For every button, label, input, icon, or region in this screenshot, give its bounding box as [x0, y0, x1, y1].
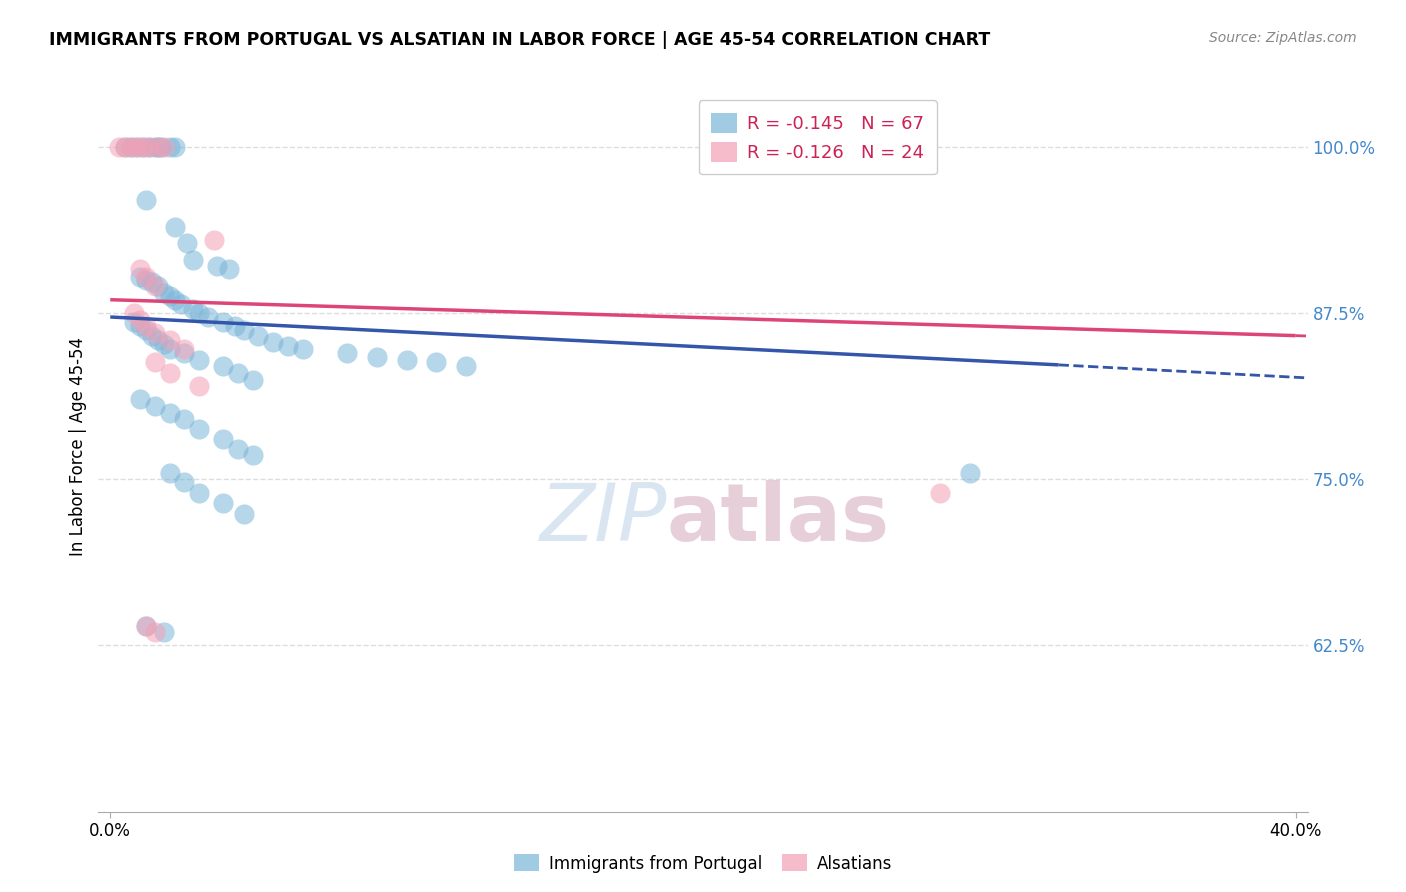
Point [159, 140, 181, 154]
Point [135, 319, 157, 334]
Text: IMMIGRANTS FROM PORTUGAL VS ALSATIAN IN LABOR FORCE | AGE 45-54 CORRELATION CHAR: IMMIGRANTS FROM PORTUGAL VS ALSATIAN IN … [49, 31, 990, 49]
Point [165, 293, 187, 307]
Point [218, 262, 240, 277]
Point [159, 366, 181, 380]
Point [202, 233, 225, 247]
Point [143, 279, 166, 293]
Point [173, 346, 195, 360]
Point [277, 339, 299, 353]
Point [129, 312, 152, 326]
Point [159, 466, 181, 480]
Point [138, 140, 160, 154]
Point [242, 448, 264, 462]
Point [114, 140, 136, 154]
Point [159, 289, 181, 303]
Point [132, 140, 155, 154]
Point [170, 296, 193, 310]
Point [224, 319, 246, 334]
Text: Source: ZipAtlas.com: Source: ZipAtlas.com [1209, 31, 1357, 45]
Point [120, 140, 142, 154]
Point [135, 193, 157, 207]
Point [135, 270, 157, 285]
Point [159, 342, 181, 356]
Point [165, 219, 187, 234]
Point [138, 140, 160, 154]
Text: atlas: atlas [666, 480, 890, 558]
Point [959, 466, 981, 480]
Point [188, 306, 211, 320]
Point [129, 392, 152, 407]
Point [188, 485, 211, 500]
Point [146, 140, 169, 154]
Point [188, 422, 211, 436]
Point [181, 301, 204, 316]
Point [122, 306, 145, 320]
Point [212, 359, 235, 374]
Point [135, 273, 157, 287]
Point [425, 355, 447, 369]
Legend: R = -0.145   N = 67, R = -0.126   N = 24: R = -0.145 N = 67, R = -0.126 N = 24 [699, 100, 936, 174]
Point [173, 475, 195, 489]
Point [212, 496, 235, 510]
Point [152, 140, 174, 154]
Point [141, 276, 163, 290]
Point [143, 355, 166, 369]
Point [336, 346, 359, 360]
Point [205, 260, 228, 274]
Point [108, 140, 131, 154]
Point [143, 326, 166, 340]
Point [143, 399, 166, 413]
Point [159, 333, 181, 347]
Point [135, 618, 157, 632]
Point [454, 359, 477, 374]
Point [135, 618, 157, 632]
Point [173, 342, 195, 356]
Y-axis label: In Labor Force | Age 45-54: In Labor Force | Age 45-54 [69, 336, 87, 556]
Point [152, 286, 174, 301]
Point [125, 140, 148, 154]
Point [132, 140, 155, 154]
Point [159, 406, 181, 420]
Point [226, 442, 249, 456]
Point [929, 485, 952, 500]
Point [165, 140, 187, 154]
Legend: Immigrants from Portugal, Alsatians: Immigrants from Portugal, Alsatians [508, 847, 898, 880]
Point [120, 140, 142, 154]
Text: ZIP: ZIP [540, 480, 666, 558]
Point [291, 342, 314, 356]
Point [173, 412, 195, 426]
Point [152, 625, 174, 640]
Point [129, 262, 152, 277]
Point [188, 379, 211, 393]
Point [232, 507, 254, 521]
Point [143, 140, 166, 154]
Point [146, 279, 169, 293]
Point [181, 252, 204, 267]
Point [146, 333, 169, 347]
Point [176, 235, 198, 250]
Point [366, 350, 388, 364]
Point [262, 335, 284, 350]
Point [129, 319, 152, 334]
Point [226, 366, 249, 380]
Point [197, 310, 219, 324]
Point [146, 140, 169, 154]
Point [129, 270, 152, 285]
Point [242, 372, 264, 386]
Point [114, 140, 136, 154]
Point [212, 433, 235, 447]
Point [152, 336, 174, 351]
Point [141, 328, 163, 343]
Point [247, 328, 270, 343]
Point [232, 323, 254, 337]
Point [188, 352, 211, 367]
Point [122, 315, 145, 329]
Point [125, 140, 148, 154]
Point [135, 323, 157, 337]
Point [212, 315, 235, 329]
Point [395, 352, 418, 367]
Point [143, 625, 166, 640]
Point [149, 140, 172, 154]
